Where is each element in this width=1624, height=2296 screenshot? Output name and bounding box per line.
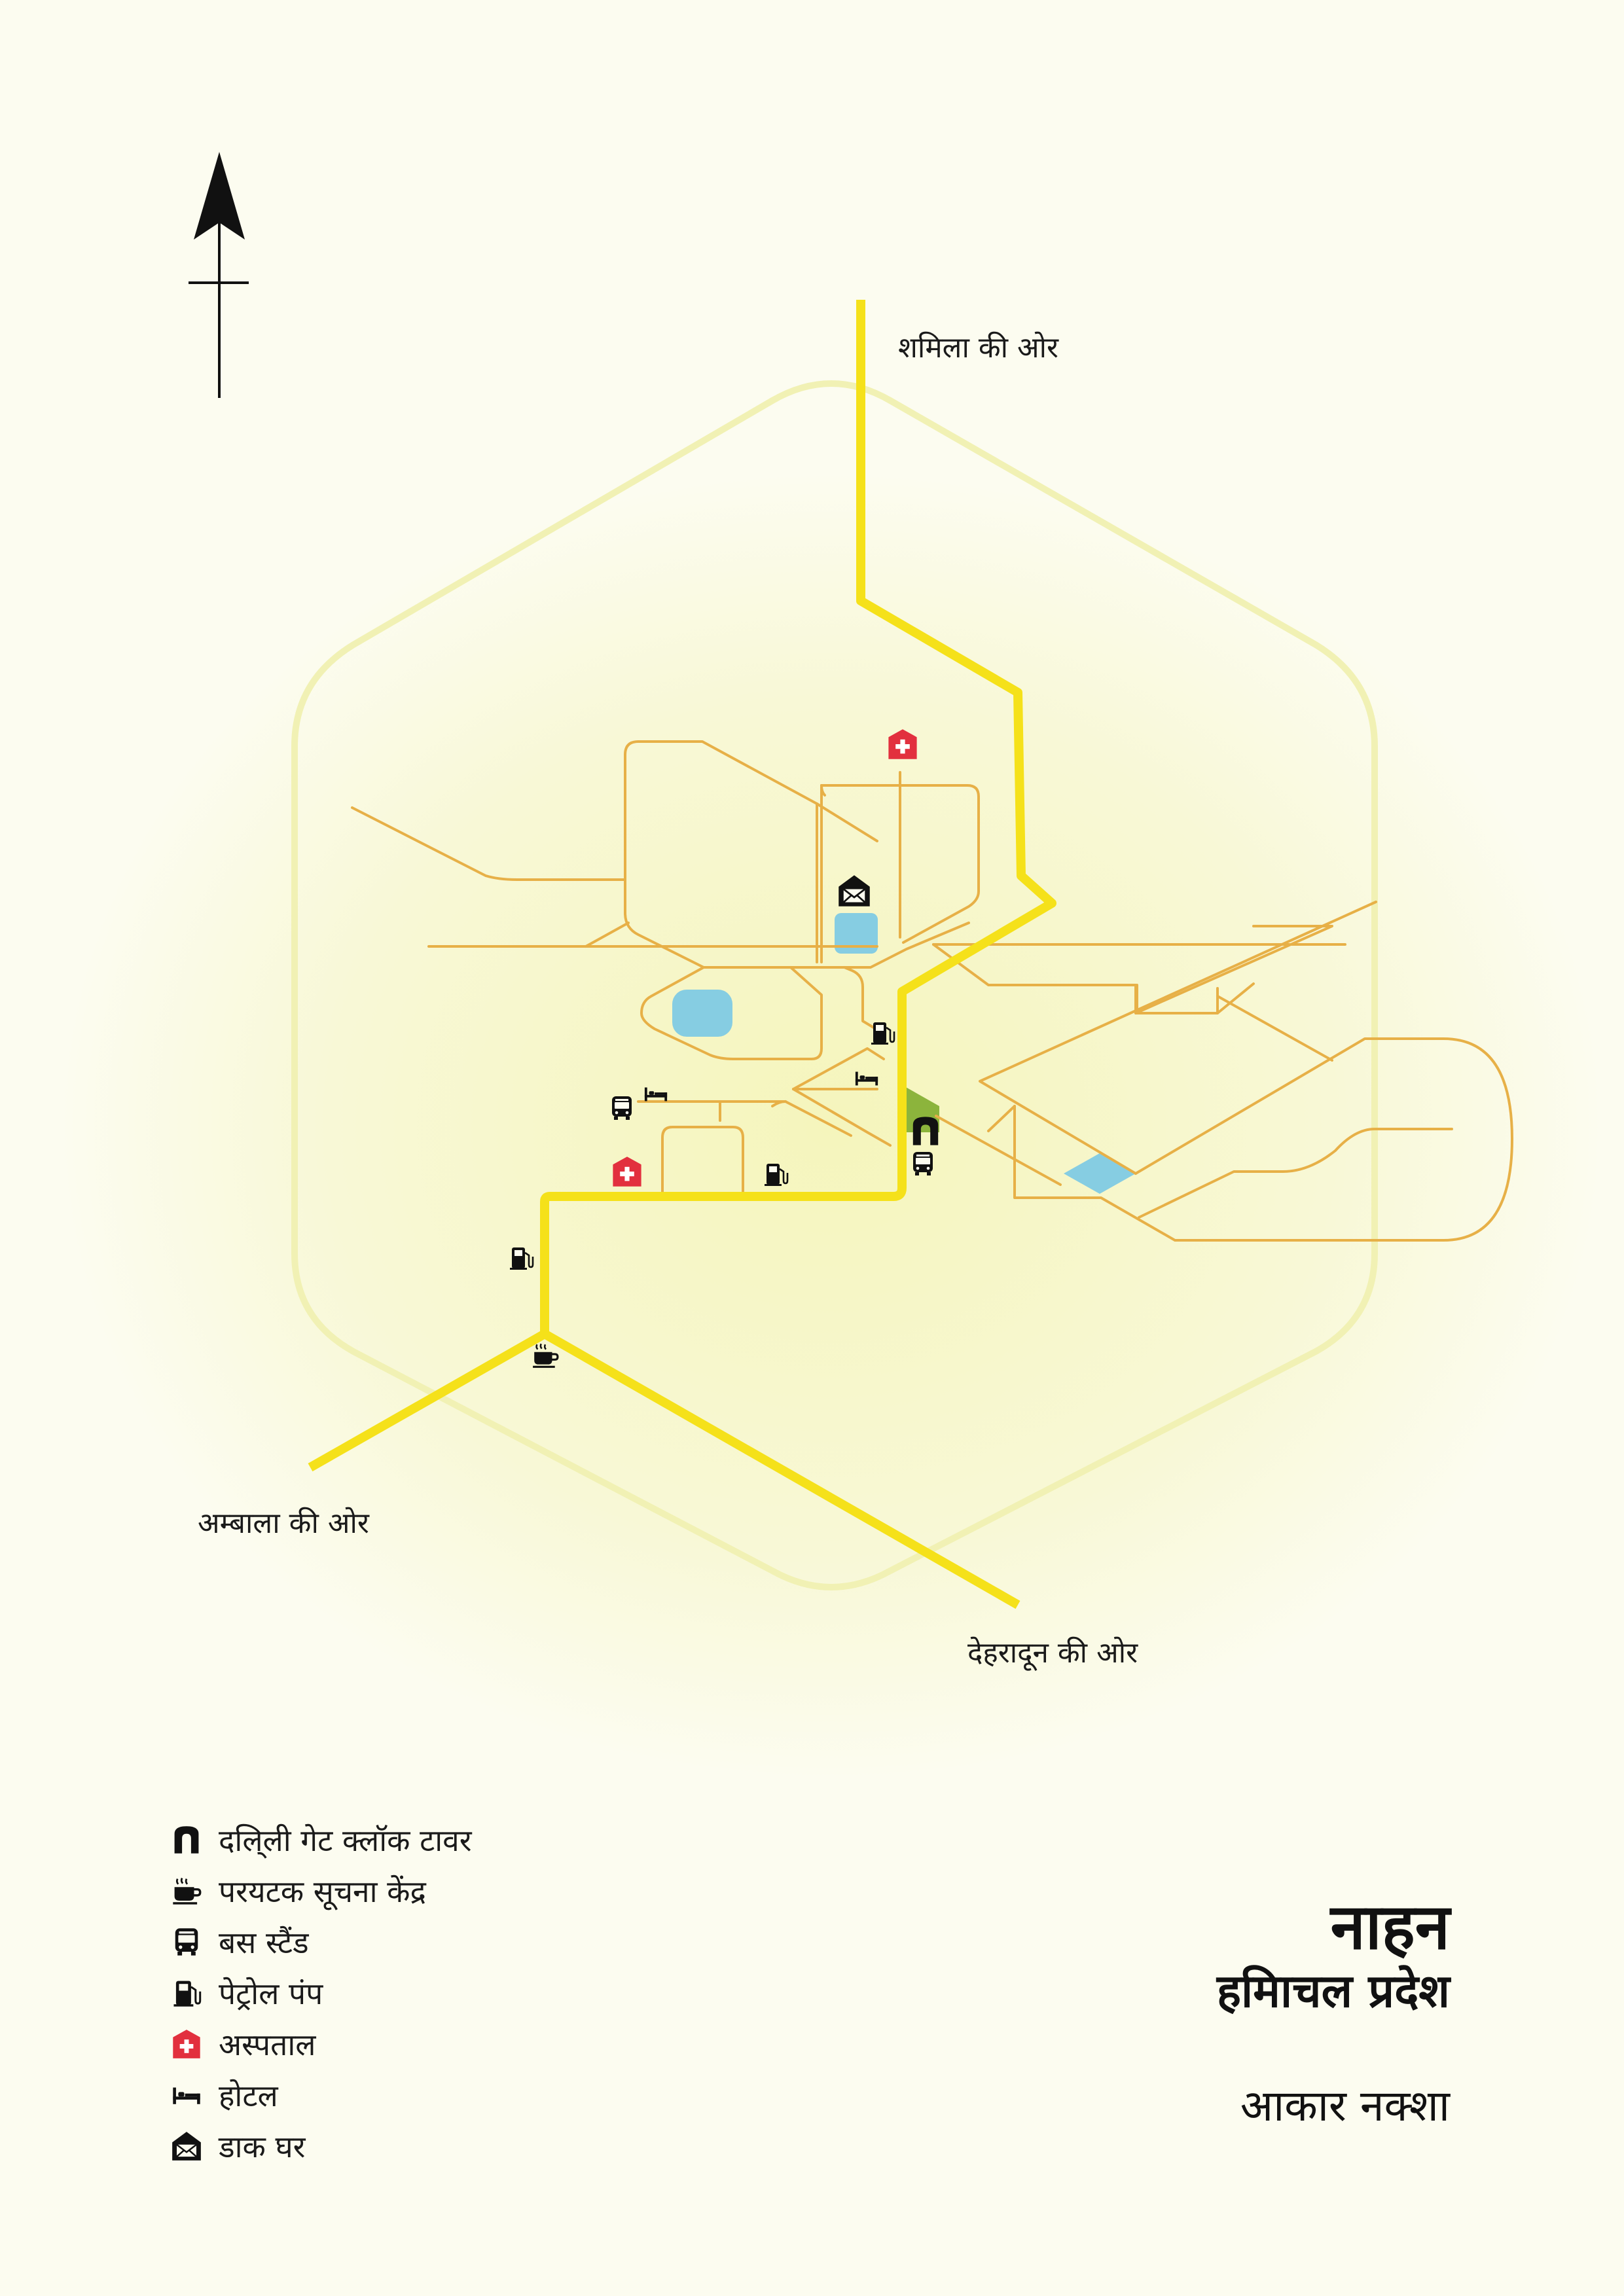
town-boundary [291,380,1378,1590]
fuel-icon [171,1978,202,2008]
legend-item-hospital: अस्पताल [171,2018,472,2070]
bus-icon [171,1927,202,1957]
legend-label: दलि्ली गेट क्लॉक टावर [219,1823,472,1858]
legend-label: अस्पताल [219,2027,316,2062]
north-arrow [189,152,249,398]
legend-item-bus-stand: बस स्टैंड [171,1916,472,1967]
legend-label: डाक घर [219,2129,306,2164]
highway-north [540,300,1056,1334]
highway-southeast [542,1329,1020,1609]
highway-southwest [308,1329,547,1472]
legend-item-petrol-pump: पेट्रोल पंप [171,1967,472,2018]
legend-label: पेट्रोल पंप [219,1976,323,2011]
legend-label: होटल [219,2078,278,2113]
bed-icon [171,2080,202,2110]
clock-tower-icon [171,1825,202,1855]
legend-item-tourist-info: परयटक सूचना केंद्र [171,1865,472,1916]
legend-item-hotel: होटल [171,2070,472,2121]
water-body [672,990,732,1037]
coffee-cup-icon [171,1876,202,1906]
hospital-icon [171,2029,202,2059]
legend-item-clock-tower: दलि्ली गेट क्लॉक टावर [171,1814,472,1865]
map-title-block: नाहन हमिाचल प्रदेश आकार नक्शा [1217,1892,1450,2132]
direction-southwest-label: अम्बाला की ओर [198,1507,370,1540]
map-legend: दलि्ली गेट क्लॉक टावर परयटक सूचना केंद्र… [171,1814,472,2172]
direction-north-label: शमिला की ओर [898,331,1059,365]
direction-southeast-label: देहरादून की ओर [967,1636,1138,1671]
legend-label: परयटक सूचना केंद्र [219,1874,426,1909]
bus-icon [913,1152,933,1175]
bus-icon [612,1096,632,1120]
state-title: हमिाचल प्रदेश [1216,1964,1450,2018]
street-network [351,740,1513,1242]
map-subtitle: आकार नक्शा [1240,2081,1450,2131]
legend-item-post-office: डाक घर [171,2121,472,2172]
city-title: नाहन [1330,1890,1450,1964]
water-body [835,913,878,954]
highways [308,300,1056,1609]
legend-label: बस स्टैंड [219,1925,309,1960]
post-office-icon [171,2131,202,2161]
